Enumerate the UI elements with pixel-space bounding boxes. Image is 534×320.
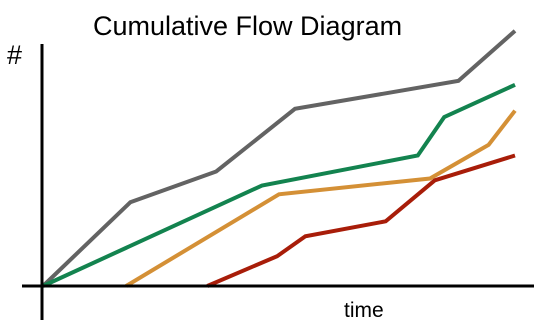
- series-line-2: [42, 82, 516, 288]
- y-axis-label: #: [7, 40, 22, 70]
- series-line-3: [125, 109, 517, 288]
- series-line-1: [41, 29, 517, 288]
- x-axis-label: time: [344, 299, 384, 320]
- series-line-4: [206, 153, 516, 288]
- series-layer: [41, 29, 517, 288]
- chart-title: Cumulative Flow Diagram: [93, 11, 402, 41]
